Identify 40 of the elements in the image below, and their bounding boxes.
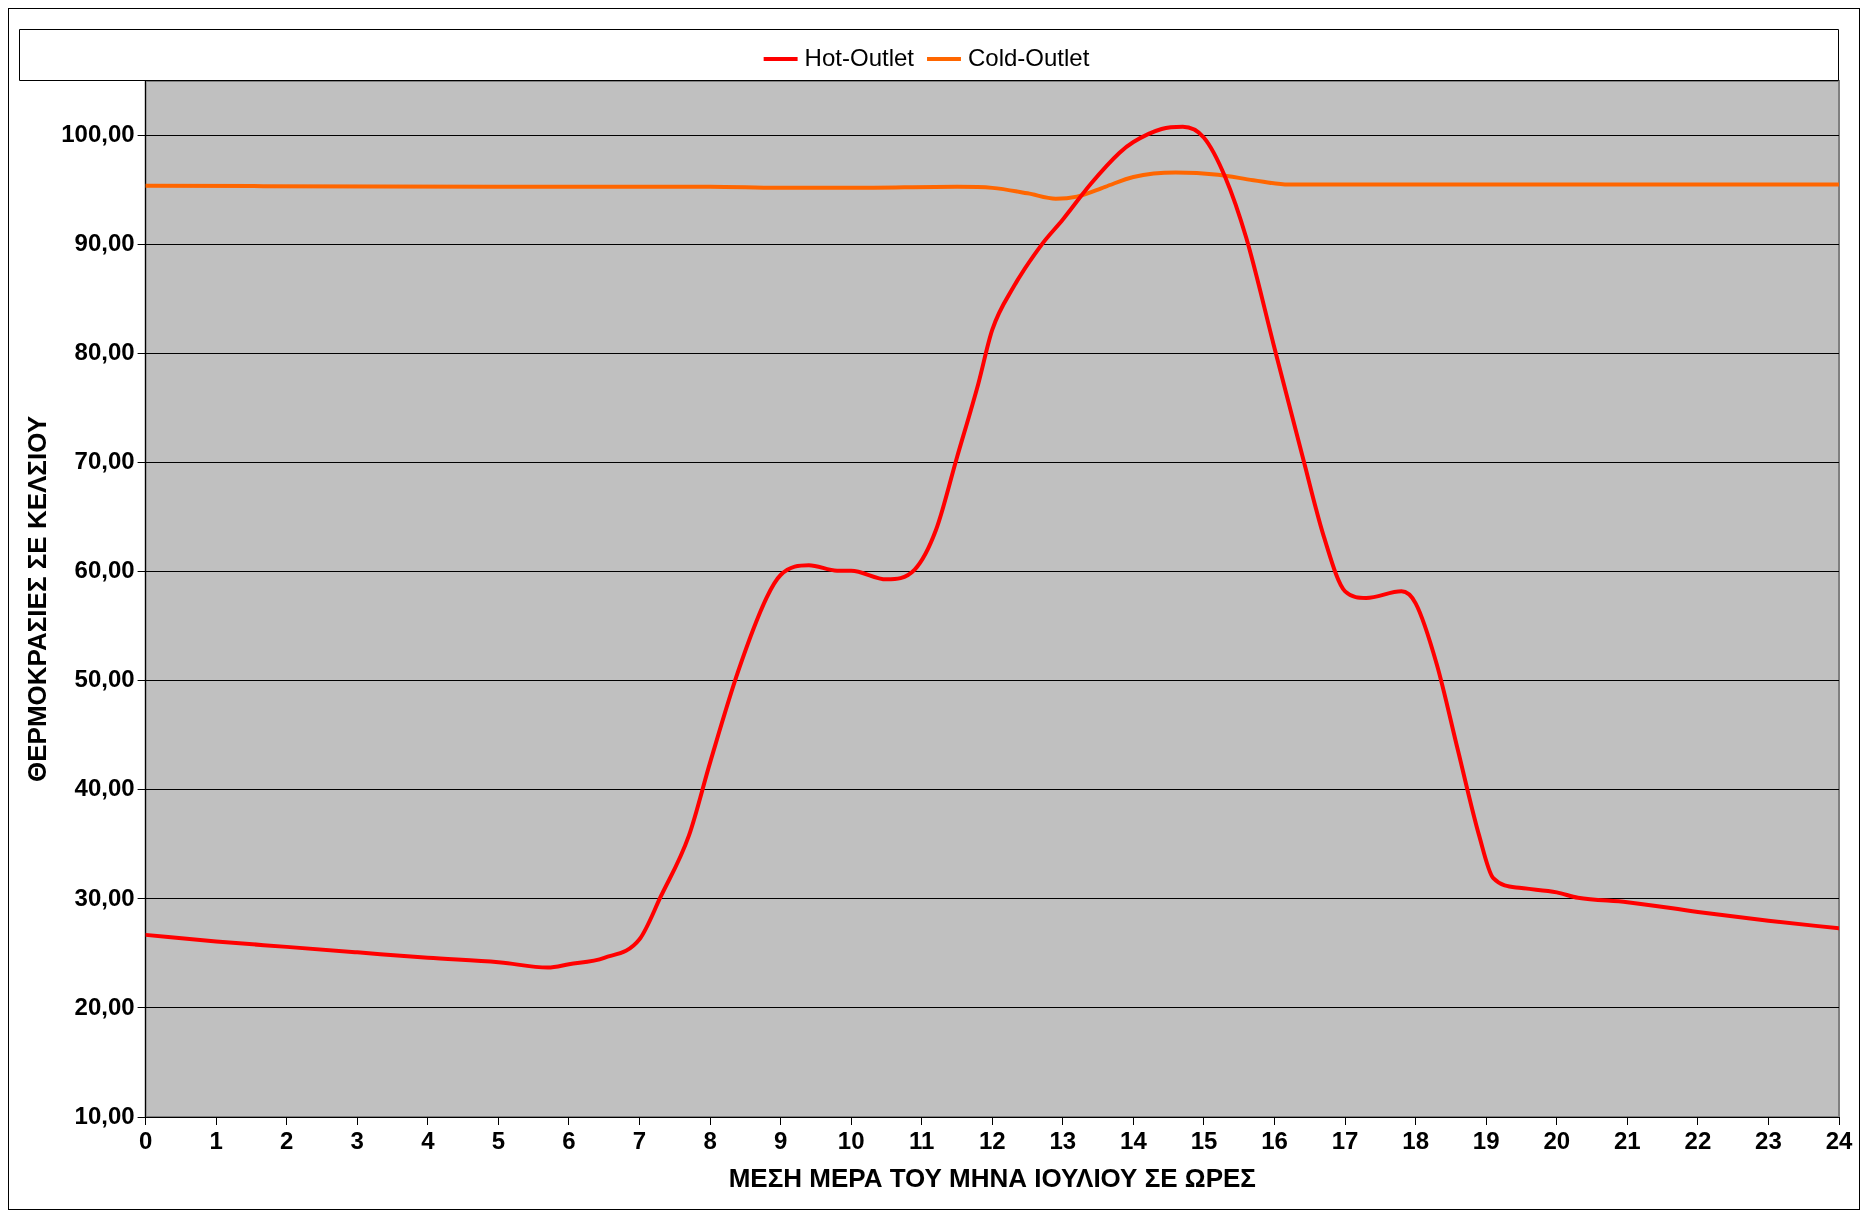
line-series [145,170,1839,201]
x-tick-label: 0 [138,1127,153,1155]
x-tick-label: 18 [1402,1127,1429,1155]
x-tick-label: 16 [1261,1127,1288,1155]
x-tick-label: 1 [209,1127,223,1155]
y-tick-label: 50,00 [74,665,135,693]
x-axis-title: ΜΕΣΗ ΜΕΡΑ ΤΟΥ ΜΗΝΑ ΙΟΥΛΙΟΥ ΣΕ ΩΡΕΣ [728,1162,1256,1193]
x-tick-label: 22 [1684,1127,1712,1155]
x-tick-label: 10 [837,1127,865,1155]
x-tick-label: 2 [280,1127,294,1155]
x-tick-label: 3 [350,1127,364,1155]
x-tick-label: 13 [1049,1127,1077,1155]
y-tick-label: 40,00 [74,774,135,802]
y-tick-label: 80,00 [74,338,135,366]
y-tick-label: 20,00 [74,992,135,1020]
x-tick-label: 23 [1755,1127,1782,1155]
x-tick-label: 19 [1472,1127,1500,1155]
x-tick-label: 7 [632,1127,647,1155]
x-tick-label: 6 [562,1127,576,1155]
y-tick-label: 70,00 [74,447,135,475]
x-tick-label: 20 [1543,1127,1571,1155]
x-tick-label: 11 [909,1127,935,1155]
x-tick-label: 8 [703,1127,717,1155]
x-tick-label: 12 [978,1127,1006,1155]
y-tick-label: 30,00 [74,883,135,911]
legend-label: Cold-Outlet [967,43,1090,71]
x-tick-label: 9 [773,1127,788,1155]
x-tick-label: 5 [491,1127,506,1155]
y-tick-label: 10,00 [74,1101,135,1129]
y-axis-title: ΘΕΡΜΟΚΡΑΣΙΕΣ ΣΕ ΚΕΛΣΙΟΥ [21,415,52,783]
x-tick-label: 4 [421,1127,436,1155]
y-tick-label: 60,00 [74,556,135,584]
x-tick-label: 15 [1190,1127,1218,1155]
legend-label: Hot-Outlet [804,43,915,71]
x-tick-label: 24 [1825,1127,1853,1155]
y-tick-label: 90,00 [74,229,135,257]
x-tick-label: 14 [1120,1127,1148,1155]
x-tick-label: 21 [1613,1127,1641,1155]
y-tick-label: 100,00 [61,120,135,148]
x-tick-label: 17 [1331,1127,1359,1155]
